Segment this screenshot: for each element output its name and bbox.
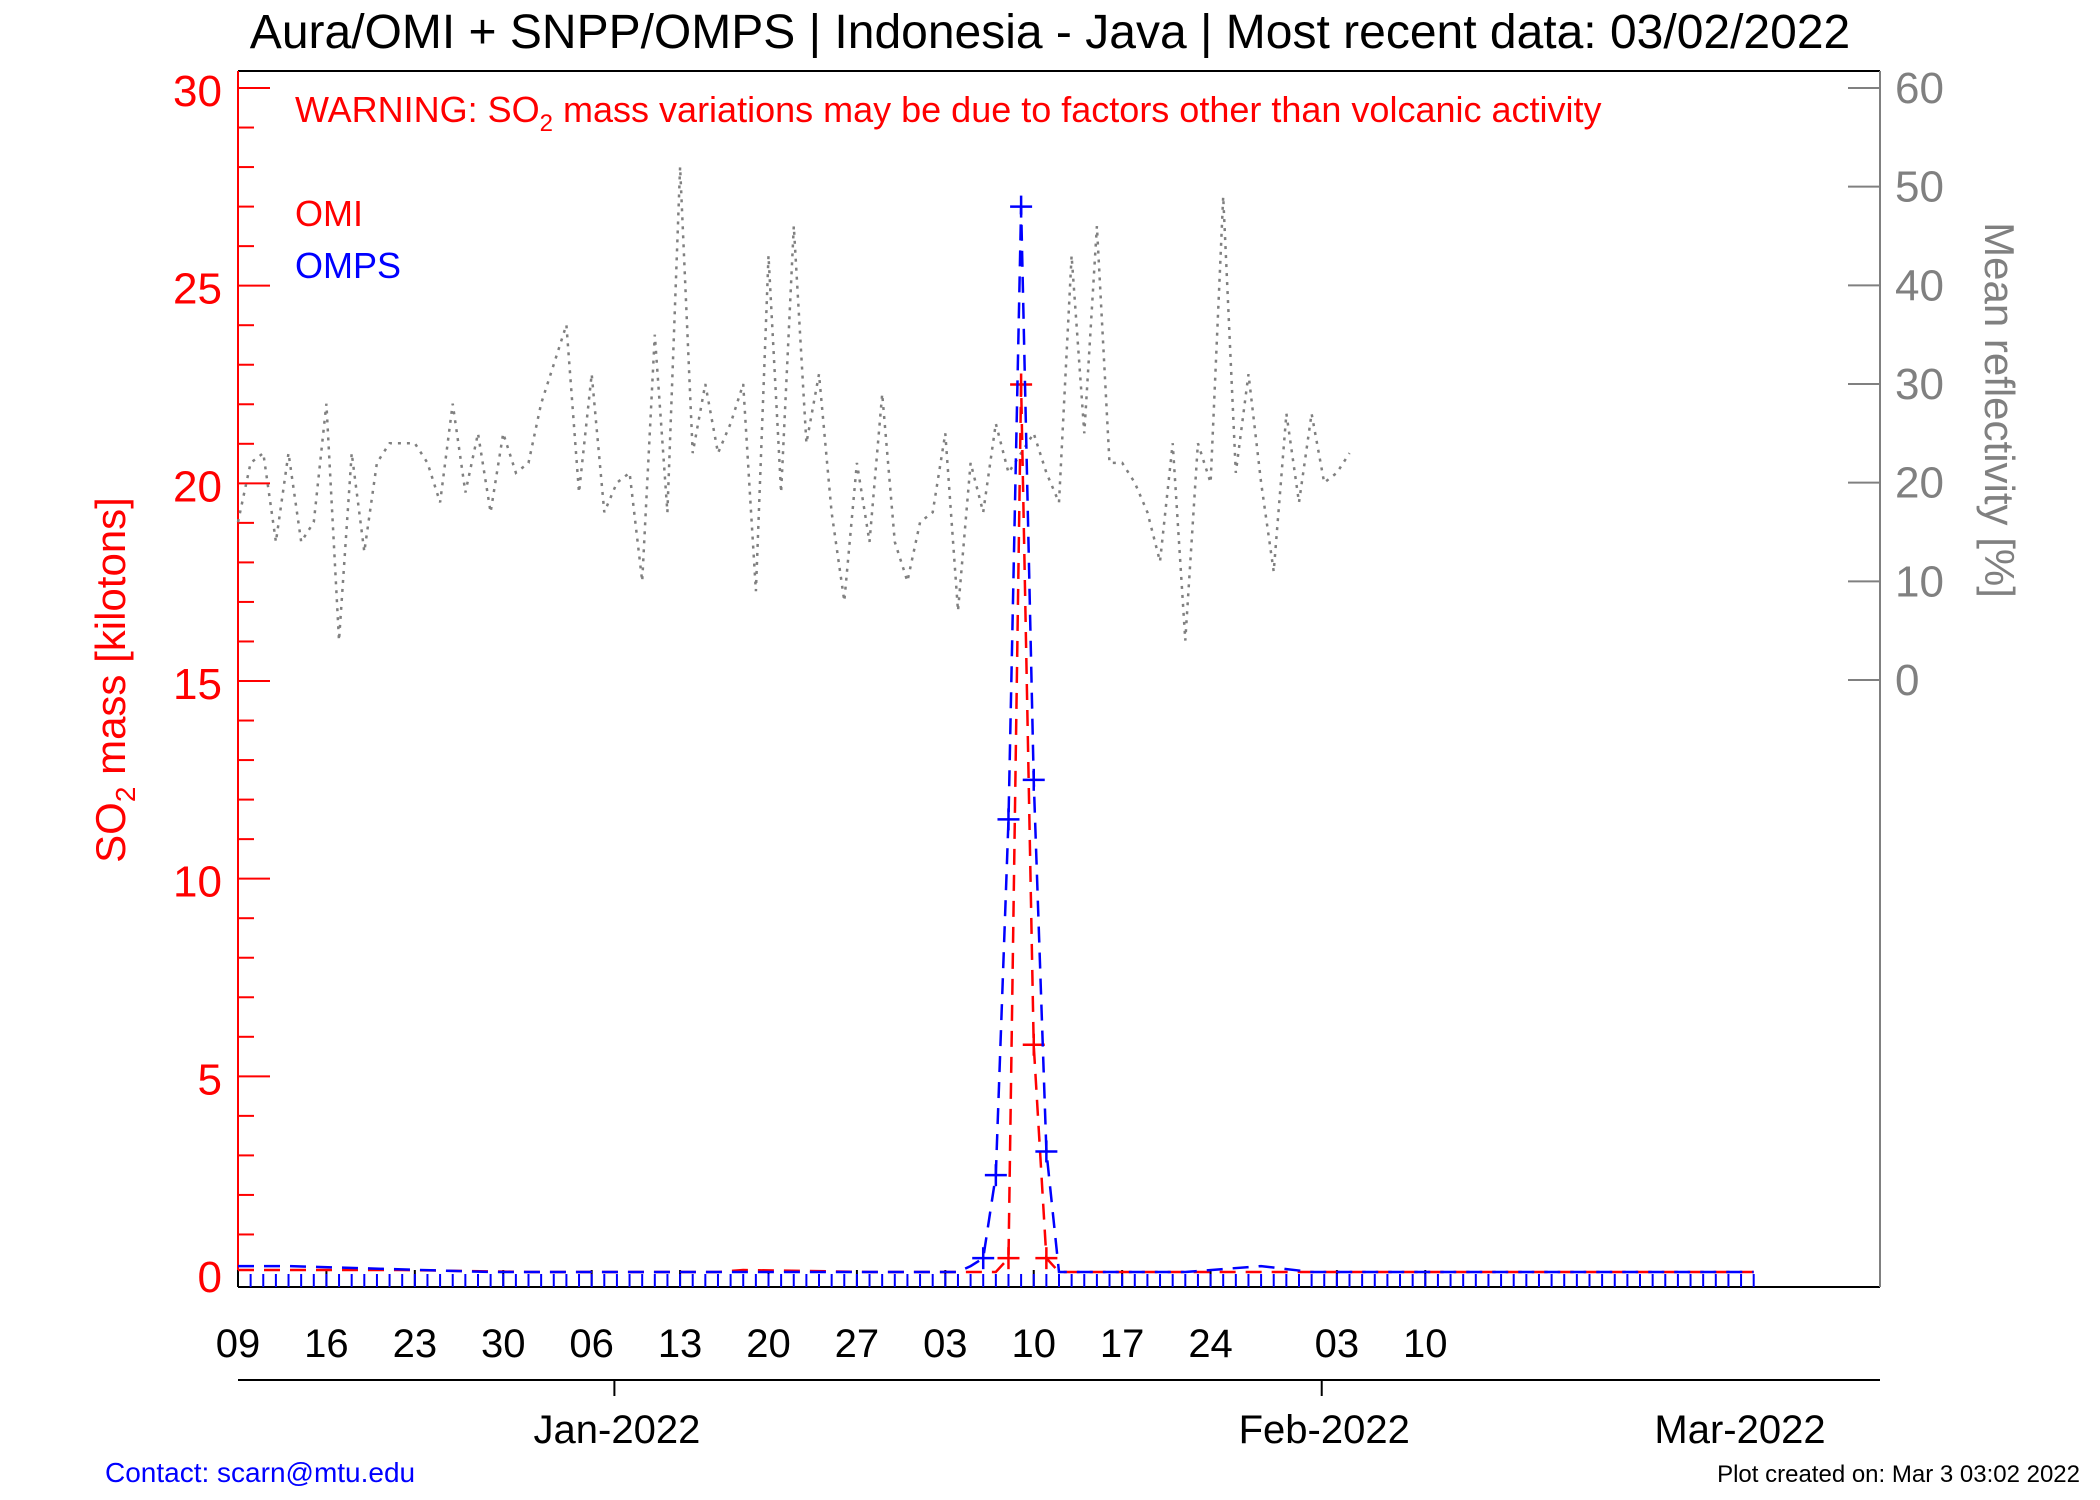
omi-marker: [997, 1247, 1020, 1270]
x-tick-label: 03: [1315, 1322, 1360, 1366]
x-tick-label: 10: [1403, 1322, 1448, 1366]
y-right-tick-label: 30: [1895, 360, 1944, 409]
warning-sub: 2: [540, 110, 553, 137]
y-left-tick-label: 10: [173, 858, 222, 907]
x-tick-label: 23: [393, 1322, 438, 1366]
omps-marker: [984, 1164, 1007, 1187]
y-left-label-sub: 2: [110, 787, 141, 803]
y-right-tick-label: 50: [1895, 163, 1944, 212]
y-left-label-prefix: SO: [87, 802, 134, 863]
omi-marker: [1035, 1247, 1058, 1270]
omps-marker: [1010, 195, 1033, 218]
y-left-tick-label: 0: [198, 1253, 222, 1302]
y-left-tick-label: 5: [198, 1055, 222, 1104]
month-axis: Jan-2022 Feb-2022 Mar-2022: [238, 1379, 1880, 1452]
omps-marker: [1022, 768, 1045, 791]
series-omps-line: [238, 206, 1754, 1274]
legend-omi: OMI: [295, 193, 363, 234]
omps-marker: [1035, 1140, 1058, 1163]
plot-frame: [237, 70, 1881, 1288]
y-left-tick-label: 30: [173, 67, 222, 116]
plot-created-text: Plot created on: Mar 3 03:02 2022: [1717, 1461, 2080, 1488]
omi-marker: [1022, 1033, 1045, 1056]
x-tick-label: 20: [746, 1322, 791, 1366]
y-left-tick-label: 20: [173, 462, 222, 511]
x-tick-label: 16: [304, 1322, 349, 1366]
x-tick-label: 30: [481, 1322, 526, 1366]
legend-omps: OMPS: [295, 245, 401, 286]
y-right-ticks: 0 10 20 30 40 50 60: [1848, 64, 1944, 705]
y-left-ticks: 0 5 10 15 20 25 30: [173, 67, 270, 1302]
x-tick-label: 06: [569, 1322, 614, 1366]
month-label: Mar-2022: [1654, 1408, 1825, 1452]
x-tick-label: 10: [1011, 1322, 1056, 1366]
y-left-label-suffix: mass [kilotons]: [87, 497, 134, 786]
warning-prefix: WARNING: SO: [295, 89, 540, 130]
x-tick-label: 27: [835, 1322, 880, 1366]
warning-suffix: mass variations may be due to factors ot…: [553, 89, 1601, 130]
y-left-tick-label: 15: [173, 660, 222, 709]
x-tick-label: 09: [216, 1322, 261, 1366]
x-tick-label: 17: [1100, 1322, 1145, 1366]
chart-title: Aura/OMI + SNPP/OMPS | Indonesia - Java …: [250, 6, 1850, 59]
warning-text: WARNING: SO2 mass variations may be due …: [295, 89, 1602, 137]
month-label: Feb-2022: [1239, 1408, 1410, 1452]
x-tick-label: 03: [923, 1322, 968, 1366]
contact-text: Contact: scarn@mtu.edu: [105, 1457, 415, 1488]
y-left-label: SO2 mass [kilotons]: [87, 497, 141, 863]
series-layer: [236, 166, 1755, 1287]
y-right-tick-label: 0: [1895, 656, 1919, 705]
y-right-tick-label: 10: [1895, 557, 1944, 606]
omi-marker: [1010, 373, 1033, 396]
omps-marker: [997, 808, 1020, 831]
x-tick-label: 13: [658, 1322, 703, 1366]
y-right-tick-label: 40: [1895, 261, 1944, 310]
y-right-tick-label: 60: [1895, 64, 1944, 113]
y-right-tick-label: 20: [1895, 459, 1944, 508]
x-axis-tick-labels: 09 16 23 30 06 13 20 27 03 10 17 24 03 10: [216, 1322, 1448, 1366]
x-tick-label: 24: [1188, 1322, 1233, 1366]
omps-marker: [972, 1247, 995, 1270]
y-right-label: Mean reflectivity [%]: [1976, 222, 2023, 598]
y-left-tick-label: 25: [173, 265, 222, 314]
month-label: Jan-2022: [534, 1408, 701, 1452]
series-reflectivity-line: [236, 166, 1351, 641]
